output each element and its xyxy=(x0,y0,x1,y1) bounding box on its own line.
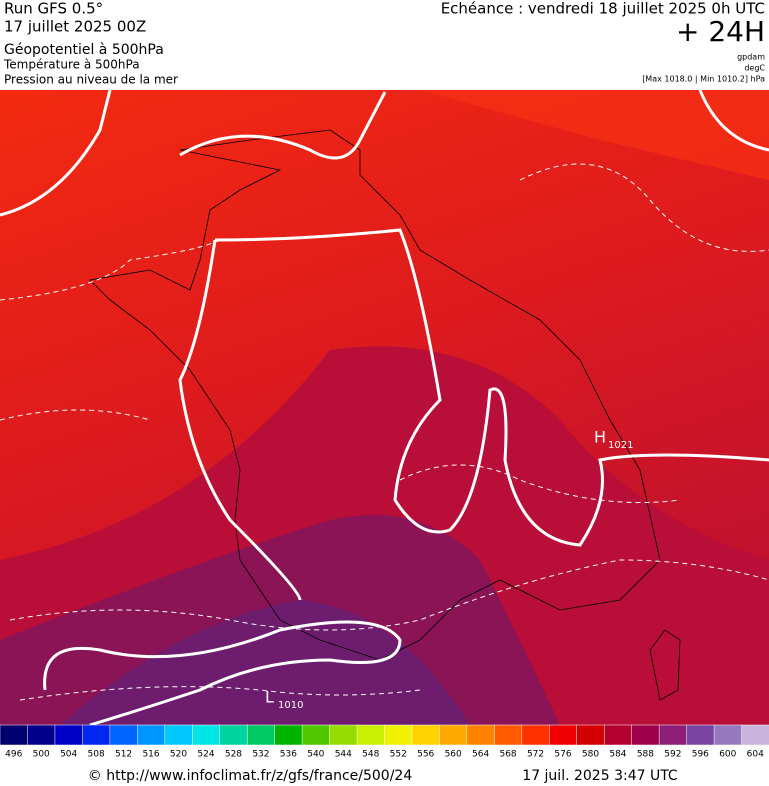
colorbar-label: 512 xyxy=(115,750,132,760)
colorbar-label: 500 xyxy=(33,750,50,760)
echeance: Echéance : vendredi 18 juillet 2025 0h U… xyxy=(441,0,765,18)
isobar xyxy=(0,89,769,727)
color-swatch xyxy=(713,724,743,746)
warm-area xyxy=(0,90,769,180)
colorbar-label: 588 xyxy=(637,750,654,760)
colorbar-label: 536 xyxy=(280,750,297,760)
color-swatch xyxy=(549,724,578,746)
color-swatch xyxy=(741,724,769,746)
colorbar-label: 556 xyxy=(417,750,434,760)
color-swatch xyxy=(384,724,413,746)
colorbar-label: 596 xyxy=(692,750,709,760)
field-label: Pression au niveau de la mer xyxy=(4,73,178,87)
colorbar-label: 568 xyxy=(499,750,516,760)
colorbar-label: 584 xyxy=(609,750,626,760)
color-swatch xyxy=(631,724,660,746)
colorbar-label: 592 xyxy=(664,750,681,760)
color-swatch xyxy=(658,724,688,746)
colorbar-label: 576 xyxy=(554,750,571,760)
color-swatch xyxy=(301,724,331,746)
color-swatch xyxy=(329,724,358,746)
run-label: Run GFS 0.5° xyxy=(4,0,103,18)
colorbar-label: 516 xyxy=(142,750,159,760)
colorbar-label: 520 xyxy=(170,750,187,760)
low-label: L xyxy=(265,688,274,707)
colorbar-label: 572 xyxy=(527,750,544,760)
color-swatch xyxy=(82,724,111,746)
high-label: H xyxy=(594,428,606,447)
colorbar-label: 604 xyxy=(747,750,764,760)
color-swatch xyxy=(219,724,248,746)
color-swatch xyxy=(576,724,605,746)
unit: gpdam xyxy=(737,53,765,62)
colorbar-label: 496 xyxy=(5,750,22,760)
lead-time: + 24H xyxy=(676,15,765,48)
field-label: Géopotentiel à 500hPa xyxy=(4,42,164,58)
low-value: 1010 xyxy=(278,700,303,711)
colorbar-label: 508 xyxy=(88,750,105,760)
color-swatch xyxy=(686,724,715,746)
high-value: 1021 xyxy=(608,440,633,451)
purple-area xyxy=(60,600,470,725)
colorbar-label: 528 xyxy=(225,750,242,760)
colorbar-label: 504 xyxy=(60,750,77,760)
colorbar-label: 548 xyxy=(362,750,379,760)
colorbar-label: 600 xyxy=(719,750,736,760)
color-swatch xyxy=(0,724,29,746)
color-swatch xyxy=(439,724,468,746)
colorbar-label: 532 xyxy=(252,750,269,760)
color-swatch xyxy=(109,724,139,746)
unit: degC xyxy=(744,64,765,73)
colorbar-label: 544 xyxy=(335,750,352,760)
color-swatch xyxy=(521,724,551,746)
colorbar-label: 564 xyxy=(472,750,489,760)
color-swatch xyxy=(246,724,276,746)
color-swatch xyxy=(164,724,194,746)
map: H 1021 L 1010 xyxy=(0,89,769,727)
color-swatch xyxy=(466,724,496,746)
color-swatch xyxy=(274,724,303,746)
color-swatch xyxy=(27,724,56,746)
colorbar-label: 580 xyxy=(582,750,599,760)
colorbar-label: 540 xyxy=(307,750,324,760)
colorbar-label: 552 xyxy=(390,750,407,760)
pressure-range: [Max 1018.0 | Min 1010.2] hPa xyxy=(642,75,765,84)
color-swatch xyxy=(137,724,166,746)
isotherm xyxy=(0,163,769,701)
color-swatch xyxy=(494,724,523,746)
coastline xyxy=(89,129,681,701)
field-label: Température à 500hPa xyxy=(3,58,140,72)
color-swatch xyxy=(411,724,441,746)
color-swatch xyxy=(192,724,221,746)
color-swatch xyxy=(603,724,633,746)
colorbar: 496 500 504 508 512 516 520 524 528 532 536 540 544 5… xyxy=(0,724,769,760)
timestamp: 17 juil. 2025 3:47 UTC xyxy=(522,768,678,784)
color-swatch xyxy=(54,724,84,746)
source: © http://www.infoclimat.fr/z/gfs/france/… xyxy=(88,768,413,784)
run-date: 17 juillet 2025 00Z xyxy=(4,18,146,36)
color-swatch xyxy=(356,724,386,746)
colorbar-label: 560 xyxy=(445,750,462,760)
colorbar-label: 524 xyxy=(197,750,214,760)
